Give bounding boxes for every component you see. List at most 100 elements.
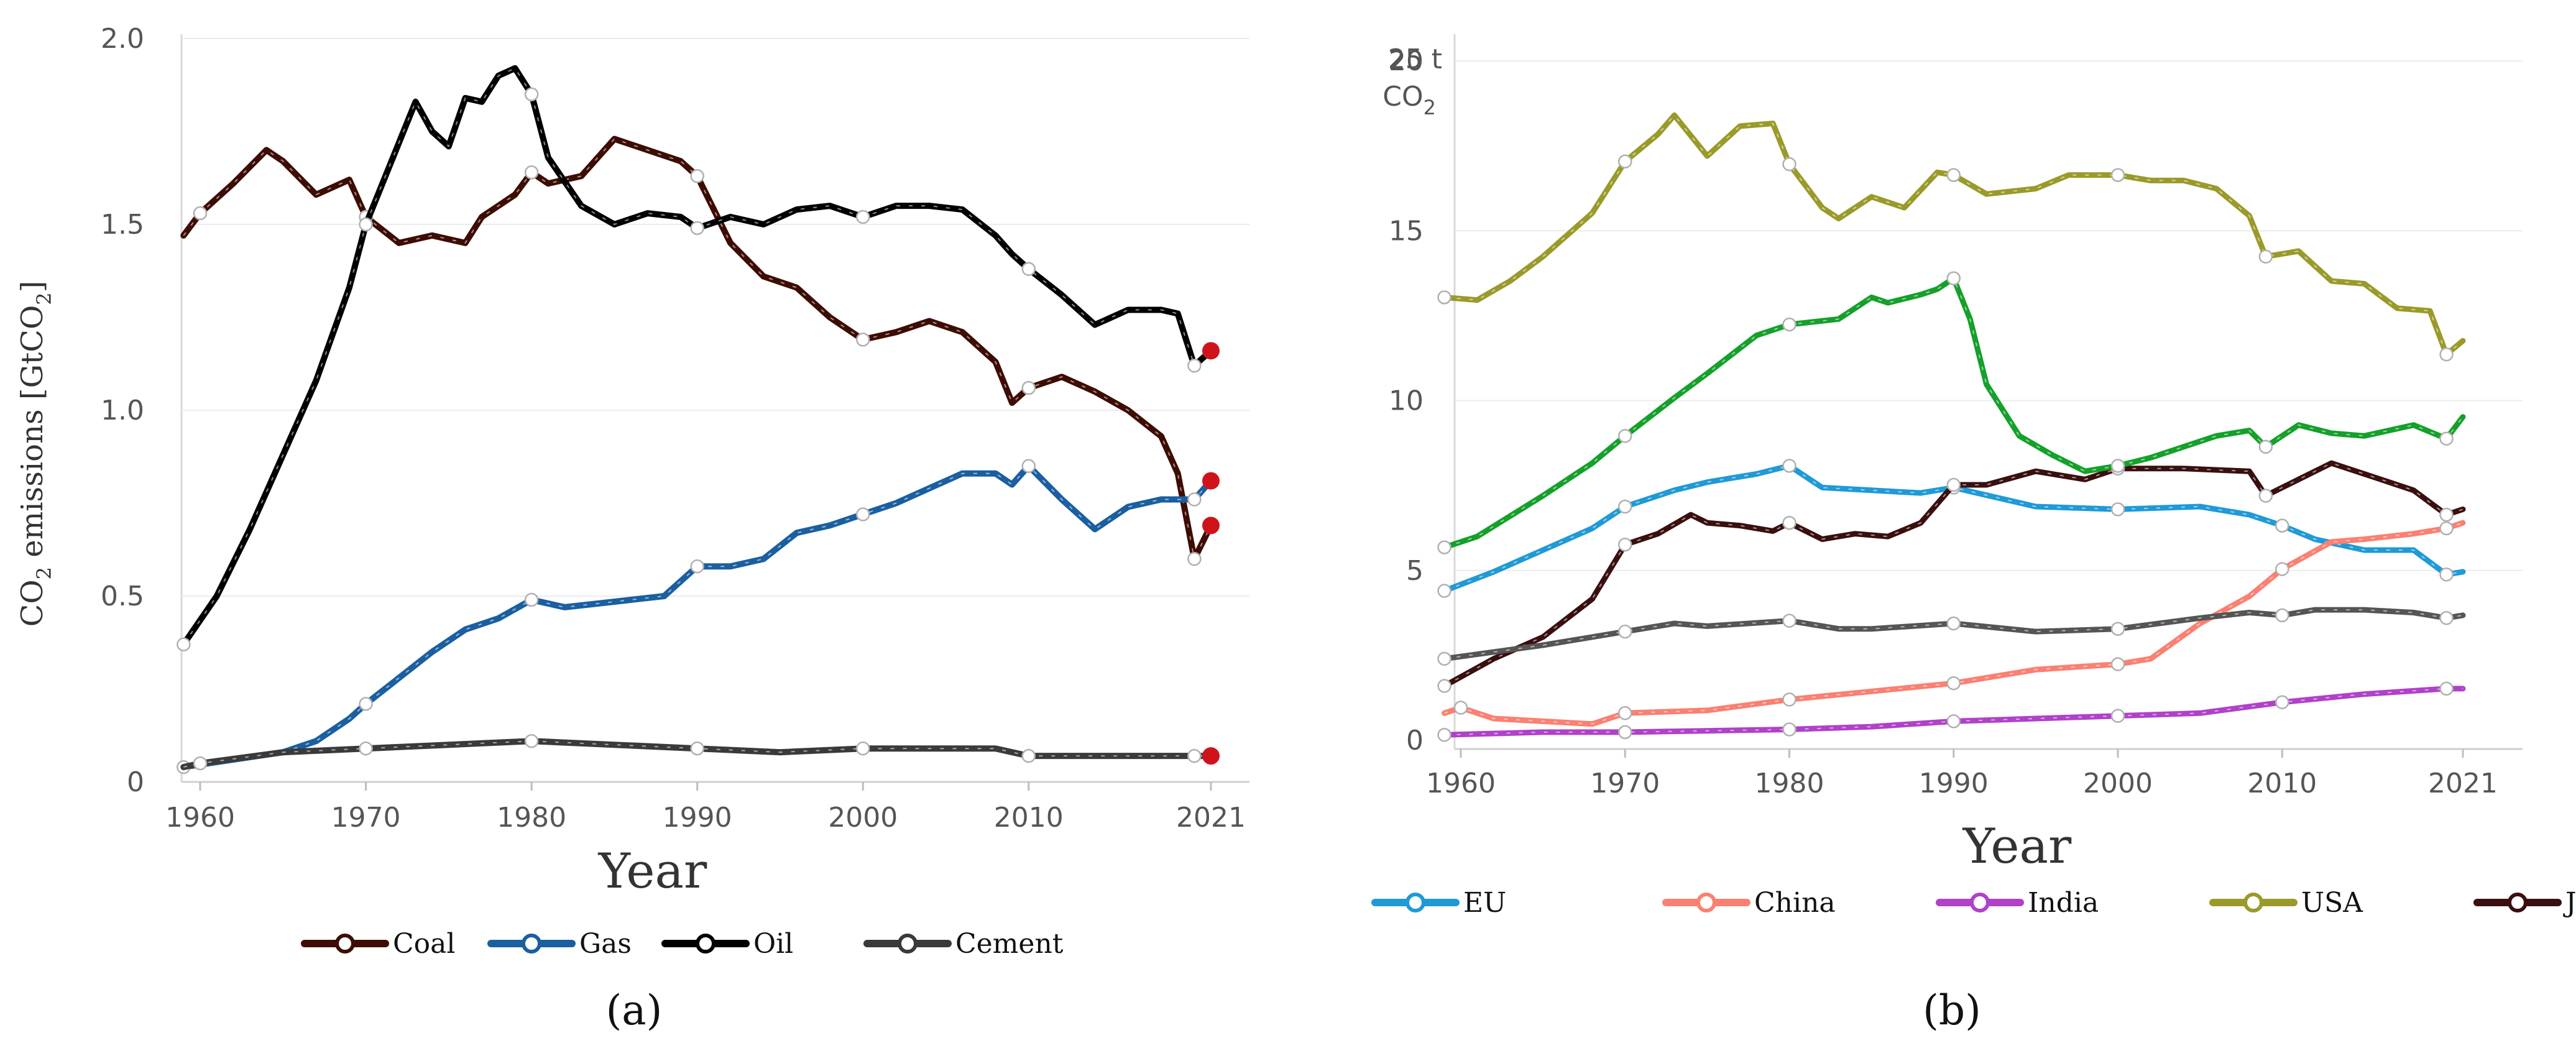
data-point-marker	[2258, 439, 2273, 454]
x-tick-label: 1970	[1590, 768, 1660, 799]
series-line-usa	[1442, 112, 2466, 357]
legend-item-eu: EU	[1371, 887, 1506, 919]
data-point-marker	[855, 333, 870, 347]
data-point-marker	[1187, 492, 1202, 507]
series-line-japan	[1442, 460, 2466, 689]
data-point-marker	[2275, 562, 2289, 576]
x-tick-label: 1990	[1919, 768, 1989, 799]
series-line-oil	[180, 65, 1214, 648]
y-tick-label: 0.5	[101, 581, 144, 612]
data-point-marker	[2110, 709, 2125, 723]
series-line-coal	[180, 136, 1214, 563]
legend-item-cement: Cement	[863, 928, 1064, 960]
series-india	[1437, 681, 2466, 742]
end-point-marker-coal	[1202, 517, 1220, 535]
series-line-gas	[180, 462, 1214, 771]
panel-a-y-axis-title: CO2 emissions [GtCO2]	[15, 281, 56, 627]
data-point-marker	[2439, 431, 2454, 446]
x-tick-label: 1980	[1755, 768, 1824, 799]
data-point-marker	[855, 507, 870, 522]
x-tick-label: 1990	[663, 802, 732, 834]
panel-b-y-tick-labels: 0 5 10 15 20	[1389, 45, 1424, 756]
series-line-dots-oil	[183, 67, 1212, 645]
legend-item-japan: Japan	[2473, 887, 2576, 919]
panel-a-legend: Coal Gas Oil Cement	[301, 928, 1064, 960]
panel-a-gridlines	[180, 34, 1249, 791]
data-point-marker	[1782, 157, 1796, 172]
series-line-dots-japan	[1444, 462, 2463, 687]
legend-label-eu: EU	[1463, 887, 1506, 919]
series-line-dots-india	[1444, 687, 2463, 736]
data-point-marker	[1946, 271, 1961, 286]
end-point-marker-gas	[1202, 472, 1220, 490]
panel-a-label: (a)	[606, 986, 663, 1034]
series-line-world	[1442, 607, 2466, 662]
data-point-marker	[1782, 722, 1796, 737]
panel-b-legend: EUChinaIndiaUSAJapanWorldRussia	[1371, 887, 2576, 919]
data-point-marker	[690, 169, 704, 183]
data-point-marker	[2110, 168, 2125, 182]
data-point-marker	[359, 741, 373, 756]
data-point-marker	[2258, 489, 2273, 503]
data-point-marker	[1618, 154, 1632, 169]
data-point-marker	[193, 206, 208, 221]
legend-marker-gas	[522, 934, 541, 953]
data-point-marker	[1618, 537, 1632, 552]
legend-item-oil: Oil	[661, 928, 793, 960]
data-point-marker	[524, 592, 539, 607]
data-point-marker	[1437, 728, 1451, 742]
data-point-marker	[855, 741, 870, 756]
data-point-marker	[2439, 611, 2454, 625]
data-point-marker	[1437, 290, 1451, 305]
y-tick-label: 15	[1389, 215, 1424, 247]
data-point-marker	[690, 559, 704, 574]
panel-b-series	[1437, 112, 2466, 742]
series-china	[1442, 520, 2466, 727]
legend-label-china: China	[1754, 887, 1836, 919]
data-point-marker	[1618, 725, 1632, 740]
y-tick-label: 1.5	[101, 209, 144, 241]
y-tick-label: 5	[1406, 555, 1424, 587]
y-tick-label: 10	[1389, 385, 1424, 417]
panel-b: 0 5 10 15 20 1960 1970 1980 1990 2000 2010 2021 25…	[1371, 34, 2576, 1034]
x-tick-label: 1960	[165, 802, 235, 834]
legend-marker-usa	[2243, 893, 2263, 912]
series-line-dots-gas	[183, 465, 1212, 768]
data-point-marker	[524, 733, 539, 748]
y-tick-label: 20	[1389, 45, 1424, 77]
x-tick-label: 2021	[2428, 768, 2498, 799]
series-world	[1437, 607, 2466, 666]
data-point-marker	[1782, 613, 1796, 628]
data-point-marker	[1437, 540, 1451, 554]
panel-a-x-axis-title: Year	[598, 843, 707, 899]
panel-a-y-tick-labels: 0 0.5 1.0 1.5 2.0	[101, 23, 144, 798]
data-point-marker	[2439, 567, 2454, 582]
data-point-marker	[1946, 616, 1961, 631]
series-line-dots-usa	[1444, 114, 2463, 356]
legend-item-usa: USA	[2209, 887, 2363, 919]
series-line-cement	[180, 738, 1214, 771]
series-cement	[180, 733, 1220, 771]
x-tick-label: 2010	[994, 802, 1064, 834]
series-japan	[1437, 460, 2466, 693]
panel-b-x-tick-labels: 1960 1970 1980 1990 2000 2010 2021	[1426, 768, 2498, 799]
series-gas	[177, 459, 1220, 774]
data-point-marker	[2439, 521, 2454, 536]
data-point-marker	[1437, 584, 1451, 598]
data-point-marker	[359, 217, 373, 232]
legend-item-india: India	[1936, 887, 2099, 919]
series-coal	[180, 136, 1220, 566]
data-point-marker	[690, 741, 704, 756]
data-point-marker	[2439, 507, 2454, 522]
series-russia	[1437, 271, 2466, 554]
data-point-marker	[359, 697, 373, 711]
legend-marker-india	[1970, 893, 1990, 912]
legend-marker-china	[1696, 893, 1716, 912]
series-line-dots-china	[1444, 522, 2463, 725]
legend-marker-coal	[335, 934, 355, 953]
data-point-marker	[1618, 499, 1632, 514]
series-line-russia	[1442, 275, 2466, 551]
end-point-marker-oil	[1202, 342, 1220, 360]
panel-b-x-axis-title: Year	[1962, 819, 2072, 875]
